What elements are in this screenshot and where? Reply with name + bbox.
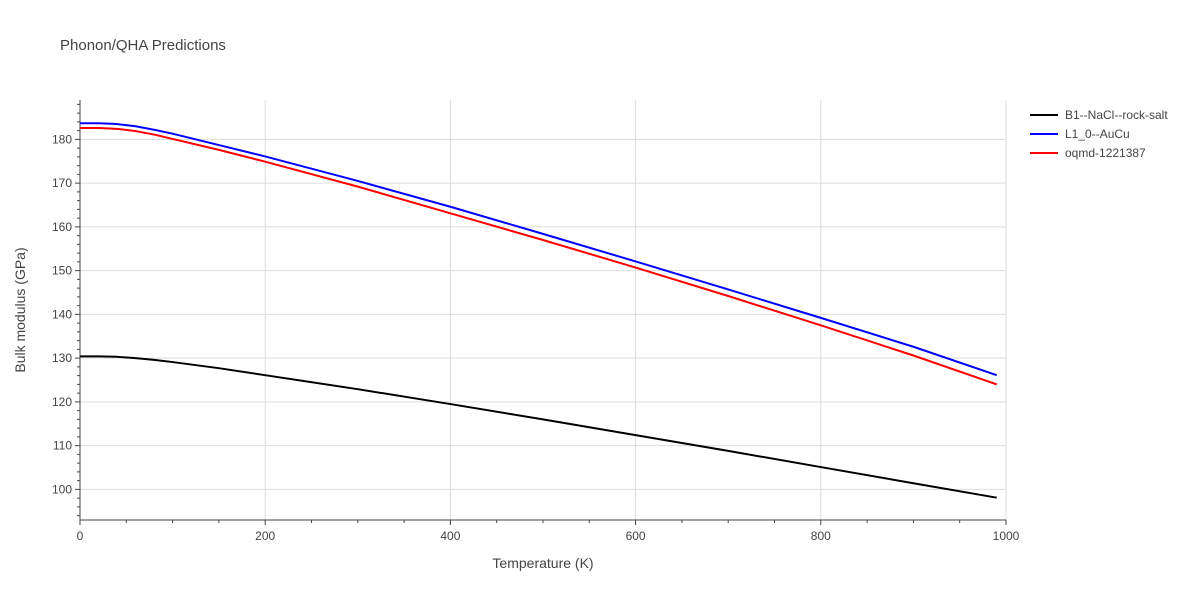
legend-label: L1_0--AuCu [1065,127,1130,141]
series-group [80,122,998,499]
legend-label: oqmd-1221387 [1065,146,1146,160]
series-line-0 [80,355,997,499]
y-axis-title: Bulk modulus (GPa) [12,247,28,372]
x-tick-label: 400 [440,529,460,543]
y-tick-label: 110 [53,439,72,453]
grid [80,100,1007,520]
legend-item[interactable]: L1_0--AuCu [1030,127,1130,141]
y-tick-label: 150 [52,264,72,278]
y-tick-label: 160 [52,220,72,234]
x-tick-label: 1000 [993,529,1020,543]
x-tick-label: 800 [811,529,831,543]
x-axis-title: Temperature (K) [492,555,593,571]
y-tick-label: 130 [52,351,72,365]
series-line-1 [80,122,998,377]
legend-item[interactable]: oqmd-1221387 [1030,146,1146,160]
y-tick-label: 180 [52,132,72,146]
legend-label: B1--NaCl--rock-salt [1065,108,1168,122]
x-tick-label: 600 [626,529,646,543]
y-tick-label: 100 [52,482,72,496]
y-tick-label: 170 [52,176,72,190]
chart-title: Phonon/QHA Predictions [60,37,226,54]
axes: 0 200 400 600 800 1000 100 110 120 130 140 150 160 17… [52,100,1020,543]
x-tick-label: 200 [255,529,275,543]
series-line-2 [80,127,998,386]
y-tick-label: 120 [52,395,72,409]
y-tick-label: 140 [52,307,72,321]
legend[interactable]: B1--NaCl--rock-salt L1_0--AuCu oqmd-122138… [1030,108,1168,160]
x-tick-label: 0 [77,529,84,543]
legend-item[interactable]: B1--NaCl--rock-salt [1030,108,1168,122]
